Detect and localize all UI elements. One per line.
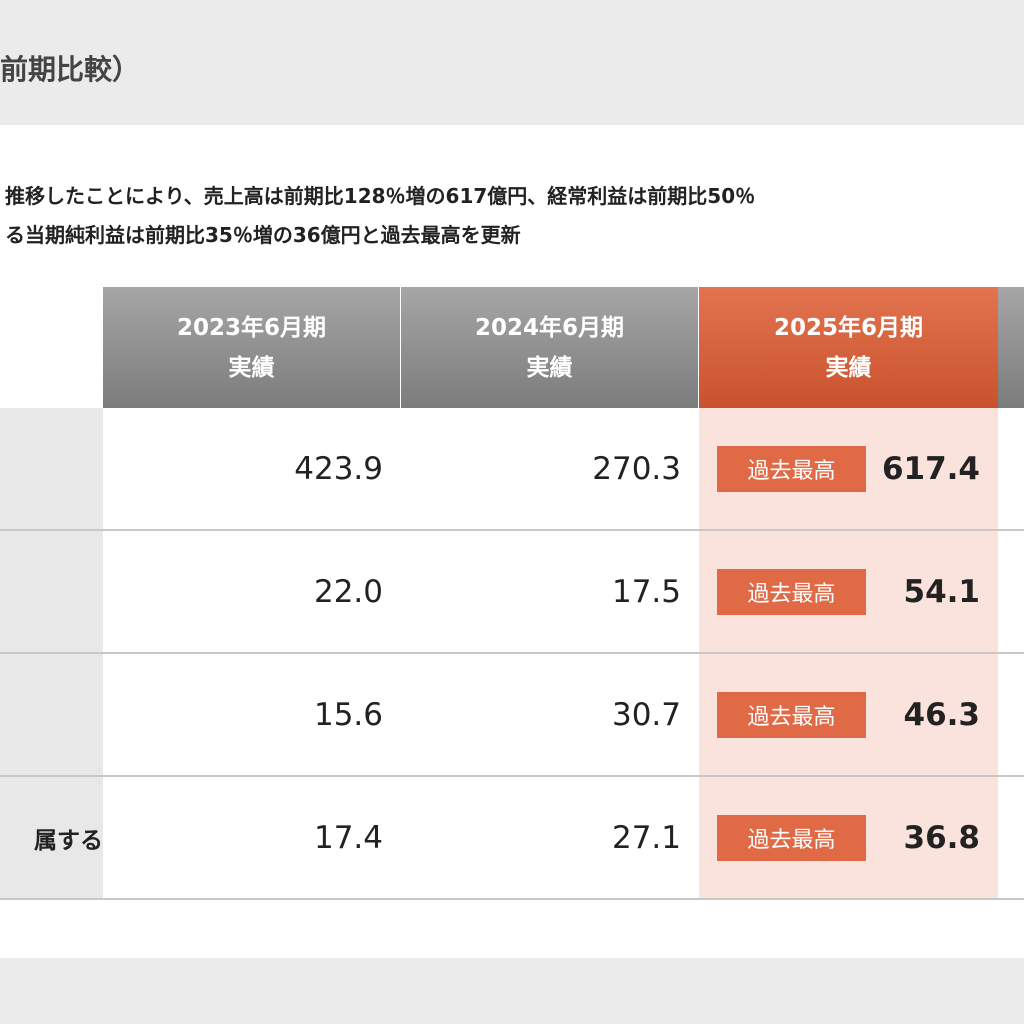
- table-cell: 17.5: [401, 531, 699, 654]
- section-title: 前期比較）: [0, 53, 141, 86]
- cell-value: 36.8: [903, 819, 981, 856]
- row-label: [0, 408, 103, 531]
- bottom-band: [0, 958, 1024, 1024]
- header-cell: 2025年6月期 実績: [699, 287, 998, 408]
- table-cell: 17.4: [103, 777, 401, 900]
- record-badge: 過去最高: [717, 568, 866, 615]
- cell-value: 270.3: [592, 450, 681, 487]
- cell-value: 27.1: [611, 819, 681, 856]
- cell-value: 46.3: [903, 696, 981, 733]
- table-cell: 過去最高 54.1: [699, 531, 998, 654]
- table-cell: 過去最高 46.3: [699, 654, 998, 777]
- record-badge: 過去最高: [717, 814, 866, 861]
- table-cell: [998, 654, 1024, 777]
- header-text: 実績: [228, 354, 275, 381]
- table-cell: 30.7: [401, 654, 699, 777]
- cell-value: 30.7: [611, 696, 681, 733]
- table-cell: 270.3: [401, 408, 699, 531]
- header-text: 2024年6月期: [474, 314, 625, 341]
- cell-value: 17.4: [313, 819, 383, 856]
- row-label: [0, 531, 103, 654]
- table-cell: 過去最高 36.8: [699, 777, 998, 900]
- header-text: 実績: [526, 354, 573, 381]
- header-text: 実績: [825, 354, 872, 381]
- cell-value: 15.6: [313, 696, 383, 733]
- cell-value: 54.1: [903, 573, 981, 610]
- summary-line: 推移したことにより、売上高は前期比128％増の617億円、経常利益は前期比50％: [5, 184, 756, 208]
- cell-value: 423.9: [294, 450, 383, 487]
- cell-value: 617.4: [881, 450, 980, 487]
- summary-line: る当期純利益は前期比35％増の36億円と過去最高を更新: [5, 223, 521, 247]
- row-label: 属する: [0, 777, 103, 900]
- header-text: 2025年6月期: [773, 314, 924, 341]
- table-cell: 423.9: [103, 408, 401, 531]
- table-cell: [998, 531, 1024, 654]
- cell-value: 17.5: [611, 573, 681, 610]
- header-text: 2023年6月期: [176, 314, 327, 341]
- record-badge: 過去最高: [717, 691, 866, 738]
- header-cell: [998, 287, 1024, 408]
- table-cell: [998, 408, 1024, 531]
- header-cell: 2024年6月期 実績: [401, 287, 699, 408]
- top-band: [0, 0, 1024, 125]
- table-cell: 27.1: [401, 777, 699, 900]
- table-cell: 過去最高 617.4: [699, 408, 998, 531]
- cell-value: 22.0: [313, 573, 383, 610]
- table-cell: 15.6: [103, 654, 401, 777]
- table-cell: [998, 777, 1024, 900]
- row-label: [0, 654, 103, 777]
- table-cell: 22.0: [103, 531, 401, 654]
- record-badge: 過去最高: [717, 445, 866, 492]
- header-cell: 2023年6月期 実績: [103, 287, 401, 408]
